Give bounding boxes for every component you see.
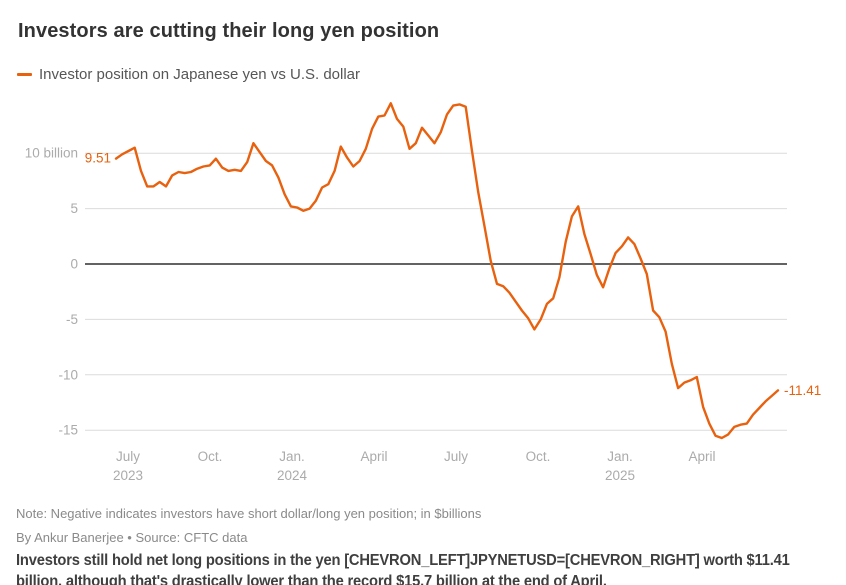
y-axis-tick-label: 5 (70, 201, 78, 216)
y-axis-tick-label: -10 (58, 367, 78, 382)
byline-and-source: By Ankur Banerjee • Source: CFTC data (16, 530, 248, 545)
x-axis-tick-year-label: 2024 (277, 468, 308, 483)
end-value-label: -11.41 (784, 383, 821, 398)
x-axis-tick-label: Jan. (607, 449, 633, 464)
chart-legend: Investor position on Japanese yen vs U.S… (17, 66, 360, 83)
x-axis-tick-label: July (444, 449, 468, 464)
y-axis-tick-label: -5 (66, 312, 78, 327)
x-axis-tick-year-label: 2025 (605, 468, 635, 483)
yen-position-line (114, 102, 780, 440)
x-axis-tick-label: April (360, 449, 387, 464)
x-axis-tick-year-label: 2023 (113, 468, 143, 483)
legend-line-swatch-icon (17, 73, 32, 76)
x-axis-tick-label: July (116, 449, 140, 464)
page-title: Investors are cutting their long yen pos… (18, 20, 440, 42)
story-summary-text: Investors still hold net long positions … (16, 552, 790, 585)
chart-footnote: Note: Negative indicates investors have … (16, 506, 482, 521)
y-axis-tick-label: 0 (70, 257, 78, 272)
x-axis-tick-label: Oct. (526, 449, 551, 464)
y-axis-tick-label: 10 billion (25, 146, 78, 161)
y-axis-tick-label: -15 (58, 423, 78, 438)
x-axis-tick-label: Jan. (279, 449, 305, 464)
x-axis-tick-label: Oct. (198, 449, 223, 464)
legend-label: Investor position on Japanese yen vs U.S… (39, 66, 361, 83)
start-value-label: 9.51 (85, 151, 111, 166)
yen-position-line-chart: 10 billion 5 0 -5 -10 -15 July 2023 Oct. Jan. 2024… (25, 102, 821, 483)
x-axis-tick-label: April (688, 449, 715, 464)
